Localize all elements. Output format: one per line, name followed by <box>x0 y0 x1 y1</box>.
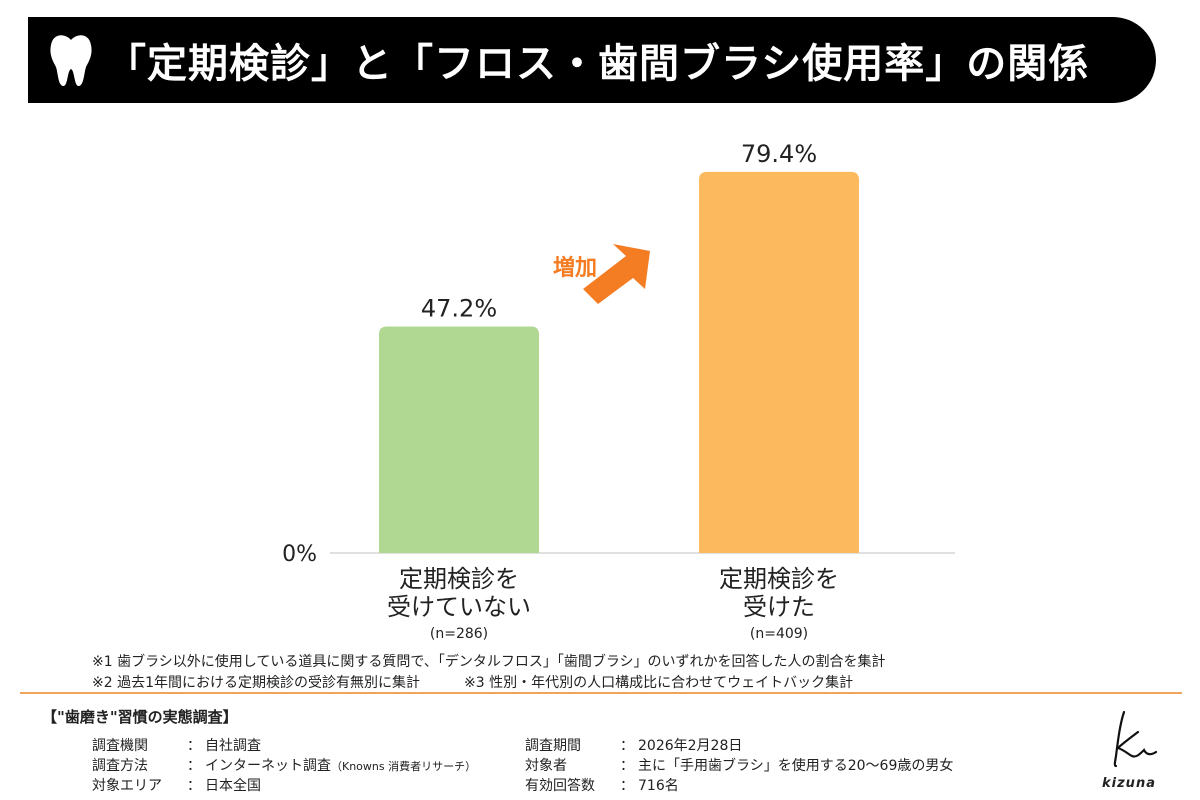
footnote-2: ※2 過去1年間における定期検診の受診有無別に集計 <box>92 675 420 691</box>
data-label: 79.4% <box>741 140 817 168</box>
page-title: 「定期検診」と「フロス・歯間ブラシ使用率」の関係 <box>106 41 1090 87</box>
bar-chart: 0%47.2%定期検診を受けていない(n=286)79.4%定期検診を受けた(n… <box>282 140 955 642</box>
bar <box>379 326 539 553</box>
data-label: 47.2% <box>421 294 497 322</box>
category-sample-size: (n=409) <box>750 626 808 642</box>
category-label-line2: 受けた <box>743 593 815 621</box>
survey-row-period: 調査期間： 2026年2月28日 <box>525 738 743 754</box>
bar <box>699 171 859 553</box>
survey-row-area: 対象エリア：日本全国 <box>92 778 261 794</box>
category-label-line1: 定期検診を <box>399 565 519 593</box>
category-label-line1: 定期検診を <box>719 565 839 593</box>
survey-heading: 【"歯磨き"習慣の実態調査】 <box>42 708 238 726</box>
footnote-1: ※1 歯ブラシ以外に使用している道具に関する質問で、「デンタルフロス」「歯間ブラ… <box>92 654 886 670</box>
footnote-3: ※3 性別・年代別の人口構成比に合わせてウェイトバック集計 <box>464 675 854 691</box>
category-label-line2: 受けていない <box>387 593 531 621</box>
kizuna-logo-signature <box>1113 710 1158 768</box>
logo-text: kizuna <box>1102 776 1156 791</box>
increase-arrow-icon <box>583 244 650 304</box>
divider <box>20 692 1182 694</box>
survey-row-method: 調査方法：インターネット調査（Knowns 消費者リサーチ） <box>92 758 477 774</box>
survey-row-organization: 調査機関：自社調査 <box>92 738 261 754</box>
tooth-icon <box>50 35 92 87</box>
title-banner: 「定期検診」と「フロス・歯間ブラシ使用率」の関係 <box>28 17 1156 103</box>
category-sample-size: (n=286) <box>430 626 488 642</box>
y-tick-label: 0% <box>282 542 317 567</box>
footnotes: ※1 歯ブラシ以外に使用している道具に関する質問で、「デンタルフロス」「歯間ブラ… <box>92 652 886 694</box>
increase-annotation: 増加 <box>553 255 597 281</box>
survey-row-responses: 有効回答数： 716名 <box>525 778 679 794</box>
survey-row-target: 対象者：主に「手用歯ブラシ」を使用する20〜69歳の男女 <box>525 758 954 774</box>
